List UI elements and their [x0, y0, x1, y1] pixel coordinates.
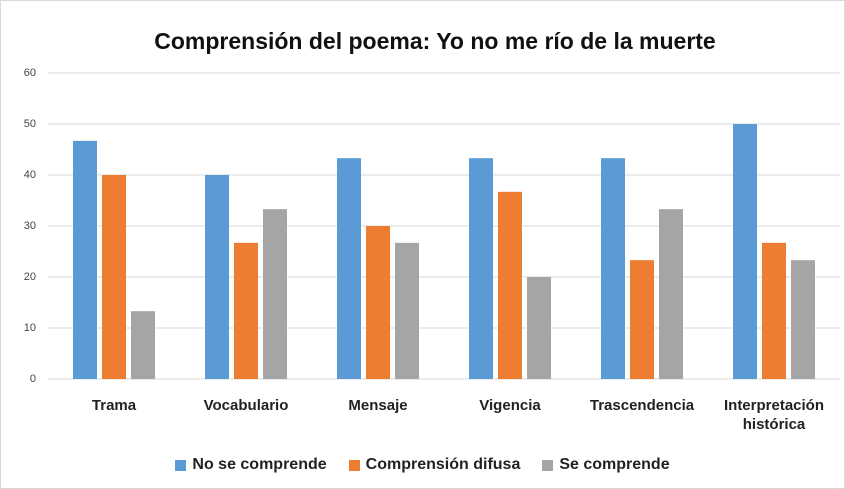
bar: [263, 209, 287, 379]
bar: [102, 175, 126, 379]
legend: No se comprende Comprensión difusa Se comp…: [0, 456, 845, 474]
legend-swatch: [175, 459, 187, 471]
legend-swatch: [348, 459, 360, 471]
legend-label: Comprensión difusa: [365, 456, 521, 473]
bar: [337, 158, 361, 379]
chart-title: Comprensión del poema: Yo no me río de l…: [154, 28, 715, 54]
x-tick-label: Trama: [91, 397, 137, 414]
bar: [601, 158, 625, 379]
y-tick-label: 20: [24, 271, 36, 283]
bar: [498, 191, 522, 379]
x-tick-label: Interpretación histórica: [723, 397, 825, 433]
bar: [527, 277, 551, 379]
y-tick-label: 30: [24, 220, 36, 232]
y-tick-label: 40: [24, 169, 36, 181]
legend-item: Comprensión difusa: [348, 456, 521, 474]
bar: [762, 242, 786, 379]
bar: [659, 209, 683, 379]
bar: [205, 175, 229, 379]
bar: [366, 226, 390, 379]
bar: [131, 311, 155, 379]
legend-item: No se comprende: [175, 456, 327, 474]
bar: [791, 260, 815, 379]
bar: [73, 140, 97, 379]
bar: [630, 260, 654, 379]
bar: [733, 124, 757, 379]
bar: [234, 242, 258, 379]
bar: [469, 158, 493, 379]
y-tick-label: 60: [24, 67, 36, 79]
legend-item: Se comprende: [542, 456, 670, 474]
y-tick-label: 50: [24, 118, 36, 130]
x-tick-label: Trascendencia: [589, 397, 695, 414]
x-tick-label: Mensaje: [348, 397, 408, 414]
legend-label: Se comprende: [559, 456, 670, 473]
y-tick-label: 0: [30, 373, 36, 385]
bar: [395, 242, 419, 379]
x-tick-label: Vocabulario: [203, 397, 289, 414]
y-tick-label: 10: [24, 322, 36, 334]
x-tick-label: Vigencia: [479, 397, 541, 414]
legend-swatch: [542, 459, 554, 471]
legend-label: No se comprende: [192, 456, 327, 473]
